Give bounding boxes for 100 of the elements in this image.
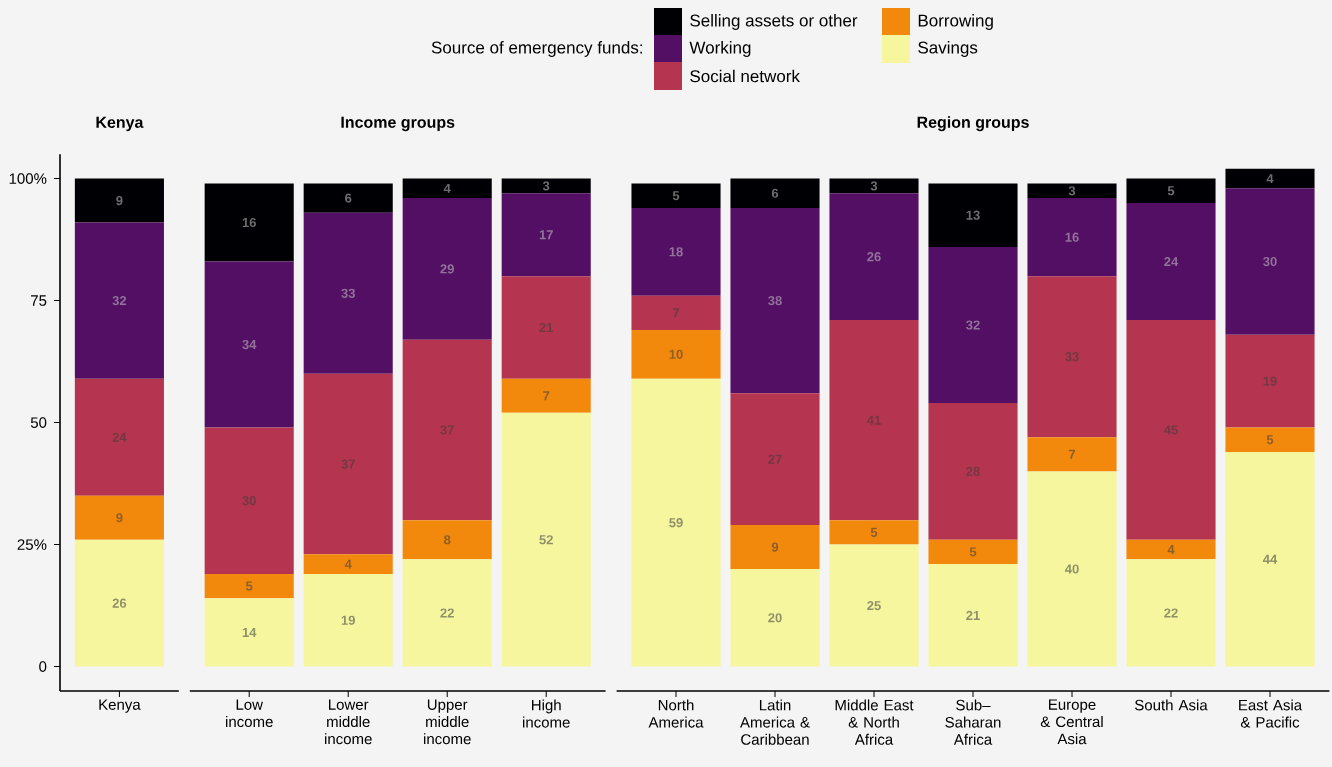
data-label: 9	[116, 195, 123, 206]
bar	[1225, 334, 1315, 428]
data-label: 4	[1266, 174, 1274, 184]
data-label: 28	[966, 466, 980, 476]
data-label: 19	[1263, 376, 1277, 386]
legend-label: Borrowing	[918, 14, 993, 30]
bar	[631, 378, 721, 667]
bar	[402, 559, 492, 667]
data-label: 3	[1068, 186, 1076, 196]
bar	[1126, 559, 1216, 667]
y-tick-label: 0	[39, 661, 47, 672]
chart-title: Income groups	[341, 116, 455, 132]
data-label: 21	[966, 610, 980, 620]
legend-label: Selling assets or other	[690, 14, 858, 30]
data-label: 17	[539, 230, 553, 240]
bar	[730, 178, 820, 208]
bar	[204, 183, 294, 262]
bar	[1225, 188, 1315, 335]
data-label: 37	[341, 459, 355, 469]
bar	[730, 525, 820, 569]
bar	[1027, 198, 1117, 277]
x-tick-label: North America	[648, 699, 704, 728]
bar	[1027, 437, 1117, 472]
bar	[303, 554, 393, 574]
y-tick-label: 50	[30, 417, 47, 428]
bar	[928, 246, 1018, 404]
bar	[402, 339, 492, 521]
bar	[402, 198, 492, 340]
bar	[1225, 451, 1315, 667]
bar	[928, 403, 1018, 540]
bar	[631, 183, 721, 208]
data-label: 34	[242, 339, 257, 350]
data-label: 21	[539, 322, 554, 332]
bar	[501, 178, 591, 194]
data-label: 26	[112, 598, 127, 608]
data-label: 5	[672, 191, 680, 201]
data-label: 20	[768, 613, 782, 623]
bar	[1126, 539, 1216, 560]
x-tick-label: Upper middle income	[424, 699, 471, 745]
bar	[730, 207, 820, 394]
chart-title: Kenya	[96, 116, 144, 132]
bar	[1126, 203, 1216, 321]
data-label: 6	[771, 188, 779, 198]
data-label: 5	[1167, 186, 1175, 196]
bar	[829, 544, 919, 667]
data-label: 27	[768, 454, 782, 464]
bar	[303, 183, 393, 213]
data-label: 4	[344, 559, 352, 569]
data-label: 7	[1068, 449, 1076, 459]
data-label: 5	[246, 581, 253, 591]
bar	[204, 261, 294, 428]
data-label: 16	[242, 217, 256, 228]
bar	[1126, 320, 1216, 540]
chart-title: Region groups	[917, 116, 1029, 132]
data-label: 32	[966, 320, 980, 330]
bar	[1126, 178, 1216, 203]
data-label: 37	[440, 425, 454, 435]
bar	[1027, 276, 1117, 438]
data-label: 7	[672, 308, 680, 318]
bar	[74, 378, 164, 496]
legend-label: Working	[689, 41, 751, 57]
data-label: 5	[969, 547, 977, 557]
bar	[204, 573, 294, 599]
data-label: 25	[867, 601, 881, 611]
data-label: 30	[1263, 256, 1277, 267]
bar	[829, 320, 919, 521]
bar	[74, 539, 164, 667]
data-label: 32	[112, 296, 127, 306]
data-label: 5	[1266, 435, 1274, 445]
x-tick-label: East Asia & Pacific	[1239, 699, 1303, 728]
legend-label: Social network	[690, 69, 800, 83]
bar	[1225, 168, 1315, 189]
bar	[730, 393, 820, 526]
data-label: 24	[1164, 257, 1179, 267]
data-label: 33	[341, 288, 355, 298]
bar	[303, 573, 393, 667]
data-label: 7	[543, 391, 550, 401]
data-label: 41	[866, 415, 881, 425]
x-tick-label: Kenya	[99, 699, 141, 713]
data-label: 38	[768, 296, 782, 306]
bar	[928, 564, 1018, 667]
data-label: 10	[669, 349, 683, 359]
x-tick-label: Lower middle income	[325, 699, 372, 745]
x-tick-label: Low income	[226, 699, 273, 728]
data-label: 59	[669, 518, 683, 528]
data-label: 9	[116, 513, 123, 523]
data-label: 24	[112, 432, 127, 442]
y-tick-label: 75	[31, 295, 47, 306]
data-label: 8	[444, 535, 451, 545]
data-label: 4	[1167, 545, 1175, 554]
data-label: 3	[870, 181, 878, 191]
bar	[74, 178, 164, 223]
bar	[74, 222, 164, 379]
y-tick-label: 25%	[17, 539, 47, 550]
bar	[928, 539, 1018, 565]
x-tick-label: High income	[523, 699, 570, 728]
data-label: 44	[1262, 554, 1278, 564]
data-label: 16	[1065, 232, 1079, 242]
x-tick-label: Latin America & Caribbean	[740, 699, 810, 745]
data-label: 40	[1064, 564, 1079, 574]
